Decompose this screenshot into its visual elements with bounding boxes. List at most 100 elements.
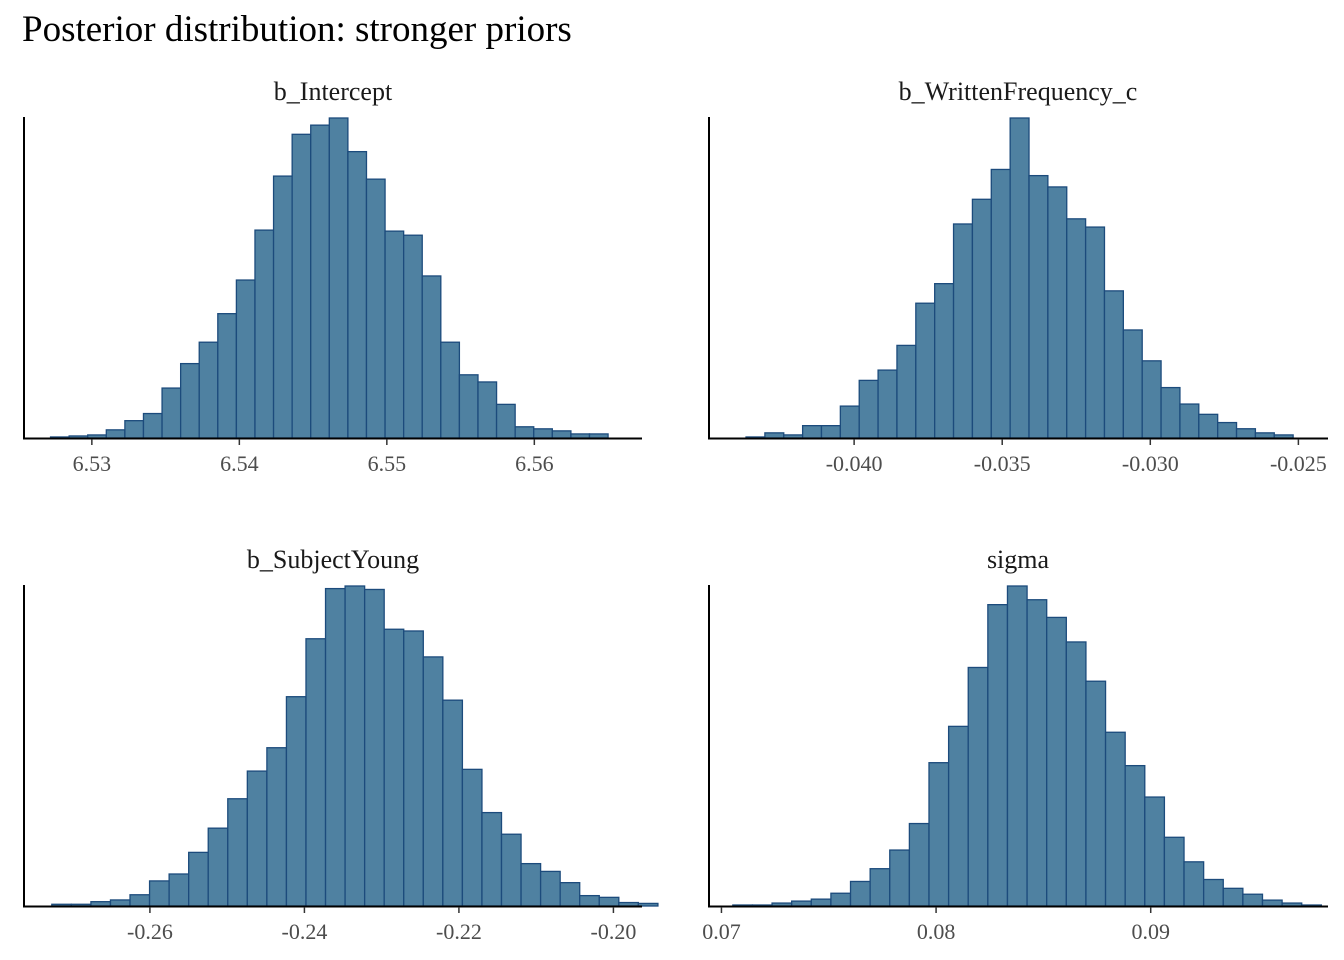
histogram-bar bbox=[310, 124, 330, 439]
panel-title: b_WrittenFrequency_c bbox=[899, 77, 1138, 106]
histogram-bar bbox=[987, 604, 1009, 907]
histogram-bar bbox=[148, 880, 170, 907]
histogram-bar bbox=[402, 234, 423, 439]
x-tick-label: 0.09 bbox=[1131, 919, 1170, 944]
x-tick-label: -0.24 bbox=[282, 919, 328, 944]
histogram-bar bbox=[830, 892, 852, 907]
histogram-bar bbox=[971, 198, 992, 439]
panel-b-intercept: b_Intercept 6.53 6.54 6.55 6.56 bbox=[23, 77, 642, 476]
panel-sigma: sigma 0.07 0.08 0.09 bbox=[702, 545, 1328, 944]
x-axis-ticks: 6.53 6.54 6.55 6.56 bbox=[73, 439, 554, 476]
histogram-bar bbox=[1179, 403, 1200, 439]
histogram-bar bbox=[105, 429, 126, 439]
histogram-bar bbox=[1141, 360, 1162, 439]
histogram-bars bbox=[745, 117, 1294, 439]
histogram-bar bbox=[791, 900, 812, 907]
histogram-bar bbox=[533, 428, 553, 439]
x-tick-label: 6.54 bbox=[220, 451, 259, 476]
histogram-bar bbox=[1144, 796, 1166, 907]
histogram-bar bbox=[179, 362, 200, 439]
x-tick-label: 6.55 bbox=[368, 451, 407, 476]
histogram-bar bbox=[461, 768, 483, 907]
histogram-bar bbox=[365, 178, 386, 439]
x-tick-label: -0.040 bbox=[826, 451, 883, 476]
histogram-bar bbox=[384, 230, 405, 439]
histogram-bar bbox=[227, 798, 248, 907]
histogram-bar bbox=[896, 344, 917, 439]
histogram-bar bbox=[1235, 428, 1257, 439]
histogram-bar bbox=[254, 229, 275, 439]
histogram-bar bbox=[915, 302, 936, 439]
histogram-bar bbox=[246, 770, 268, 907]
histogram-bar bbox=[1122, 329, 1143, 439]
x-axis-ticks: -0.040 -0.035 -0.030 -0.025 bbox=[826, 439, 1327, 476]
histogram-bar bbox=[551, 430, 572, 439]
x-tick-label: -0.030 bbox=[1122, 451, 1179, 476]
histogram-bar bbox=[129, 894, 151, 907]
histogram-bar bbox=[1047, 186, 1068, 439]
panel-title: sigma bbox=[987, 545, 1050, 574]
histogram-bar bbox=[1160, 386, 1181, 439]
histogram-bar bbox=[344, 585, 366, 907]
histogram-bar bbox=[947, 725, 969, 907]
histogram-bar bbox=[1028, 174, 1049, 439]
histogram-bar bbox=[952, 223, 974, 439]
histogram-bar bbox=[481, 811, 503, 907]
x-axis-ticks: -0.26 -0.24 -0.22 -0.20 bbox=[127, 907, 636, 944]
histogram-bar bbox=[1124, 764, 1146, 907]
x-tick-label: -0.025 bbox=[1270, 451, 1327, 476]
histogram-bar bbox=[403, 630, 424, 907]
histogram-bar bbox=[1254, 432, 1275, 439]
x-tick-label: -0.20 bbox=[591, 919, 637, 944]
x-tick-label: 0.07 bbox=[702, 919, 741, 944]
histogram-bar bbox=[869, 868, 891, 907]
histogram-bar bbox=[1026, 599, 1048, 907]
histogram-bar bbox=[422, 656, 444, 907]
x-tick-label: -0.26 bbox=[127, 919, 173, 944]
histogram-bar bbox=[458, 374, 479, 439]
histogram-bar bbox=[1198, 413, 1219, 439]
histogram-bar bbox=[272, 175, 293, 439]
histogram-bar bbox=[1066, 218, 1087, 439]
histogram-bar bbox=[124, 420, 145, 439]
histogram-bar bbox=[579, 894, 600, 907]
histogram-bar bbox=[1085, 680, 1107, 907]
histogram-bar bbox=[421, 275, 442, 439]
histogram-bar bbox=[383, 628, 405, 907]
histogram-bar bbox=[188, 851, 209, 907]
histogram-bar bbox=[217, 313, 238, 439]
histogram-bar bbox=[1084, 226, 1106, 439]
histogram-bar bbox=[442, 699, 464, 907]
histogram-bar bbox=[90, 901, 112, 907]
histogram-bar bbox=[1103, 290, 1124, 439]
histogram-bar bbox=[347, 150, 368, 439]
histogram-bar bbox=[637, 902, 659, 907]
histogram-bars bbox=[732, 585, 1322, 907]
histogram-bar bbox=[764, 432, 785, 439]
histogram-bar bbox=[1046, 616, 1067, 907]
histogram-bar bbox=[618, 901, 640, 907]
histogram-bar bbox=[514, 426, 535, 439]
histogram-bar bbox=[908, 822, 930, 907]
histogram-bar bbox=[291, 133, 312, 439]
histogram-bar bbox=[142, 412, 163, 439]
histogram-bar bbox=[934, 283, 955, 439]
histogram-bar bbox=[266, 747, 288, 907]
histogram-bar bbox=[839, 405, 860, 439]
histogram-bar bbox=[1104, 731, 1126, 907]
x-tick-label: -0.035 bbox=[974, 451, 1031, 476]
histogram-bar bbox=[1217, 421, 1238, 439]
histogram-bar bbox=[928, 762, 950, 907]
histogram-bar bbox=[1009, 117, 1030, 439]
panel-b-writtenfrequency-c: b_WrittenFrequency_c -0.040 -0.035 -0.030-… bbox=[708, 77, 1328, 476]
histogram-bar bbox=[324, 587, 346, 907]
histogram-bar bbox=[801, 425, 823, 439]
histogram-bar bbox=[161, 387, 182, 439]
histogram-bar bbox=[520, 862, 542, 907]
histogram-bar bbox=[495, 403, 516, 439]
histogram-bar bbox=[440, 341, 461, 439]
x-tick-label: 6.53 bbox=[73, 451, 112, 476]
panel-title: b_Intercept bbox=[274, 77, 393, 106]
histogram-bar bbox=[109, 899, 131, 907]
